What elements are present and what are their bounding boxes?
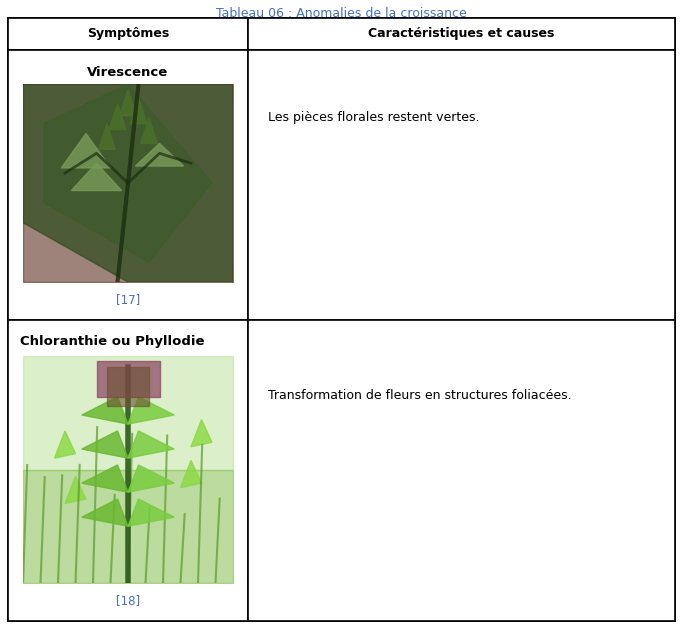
- Polygon shape: [82, 431, 128, 458]
- Polygon shape: [128, 465, 174, 493]
- Polygon shape: [128, 397, 174, 424]
- Bar: [8, 18, 248, 50]
- Bar: [8, 50, 248, 320]
- Polygon shape: [109, 104, 126, 130]
- Polygon shape: [82, 465, 128, 493]
- Polygon shape: [98, 124, 115, 149]
- Polygon shape: [135, 143, 184, 166]
- Text: Caractéristiques et causes: Caractéristiques et causes: [368, 28, 555, 40]
- Polygon shape: [82, 397, 128, 424]
- Polygon shape: [191, 420, 212, 447]
- Bar: [248, 320, 675, 621]
- Text: Transformation de fleurs en structures foliacées.: Transformation de fleurs en structures f…: [268, 389, 572, 402]
- Text: [18]: [18]: [116, 594, 140, 608]
- Text: Tableau 06 : Anomalies de la croissance: Tableau 06 : Anomalies de la croissance: [216, 7, 467, 20]
- Text: Chloranthie ou Phyllodie: Chloranthie ou Phyllodie: [20, 335, 204, 348]
- Polygon shape: [128, 499, 174, 526]
- Polygon shape: [44, 84, 212, 262]
- Polygon shape: [55, 431, 76, 458]
- Bar: [8, 320, 248, 621]
- Polygon shape: [180, 460, 201, 487]
- Text: Virescence: Virescence: [87, 65, 169, 79]
- Polygon shape: [61, 133, 111, 168]
- Text: [17]: [17]: [116, 294, 140, 306]
- Polygon shape: [23, 84, 233, 282]
- Polygon shape: [128, 431, 174, 458]
- Bar: [248, 50, 675, 320]
- Text: Symptômes: Symptômes: [87, 28, 169, 40]
- Bar: [248, 18, 675, 50]
- Polygon shape: [65, 476, 86, 504]
- Polygon shape: [72, 163, 122, 191]
- Polygon shape: [120, 90, 137, 116]
- Text: Les pièces florales restent vertes.: Les pièces florales restent vertes.: [268, 111, 479, 124]
- Polygon shape: [130, 98, 147, 124]
- Polygon shape: [82, 499, 128, 526]
- Polygon shape: [141, 118, 157, 143]
